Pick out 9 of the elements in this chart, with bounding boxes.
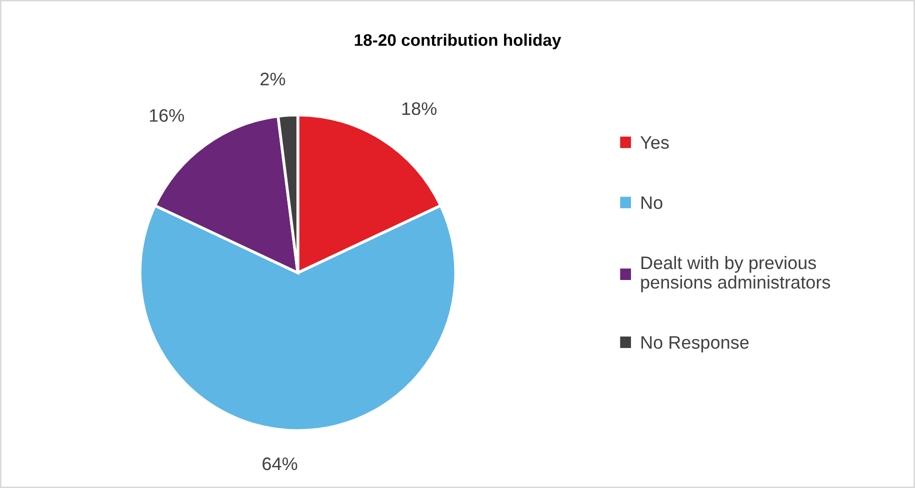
data-label: 2% (260, 72, 286, 86)
data-label: 64% (262, 457, 298, 470)
legend-label: Yes (640, 136, 669, 149)
data-label: 16% (150, 109, 184, 122)
legend-label: No (641, 196, 662, 210)
legend-label: No Response (641, 336, 749, 352)
data-label: 18% (402, 102, 437, 116)
chart-title: 18-20 contribution holiday (354, 34, 562, 50)
legend-label: Dealt with by previous pensions administrators (641, 256, 830, 292)
